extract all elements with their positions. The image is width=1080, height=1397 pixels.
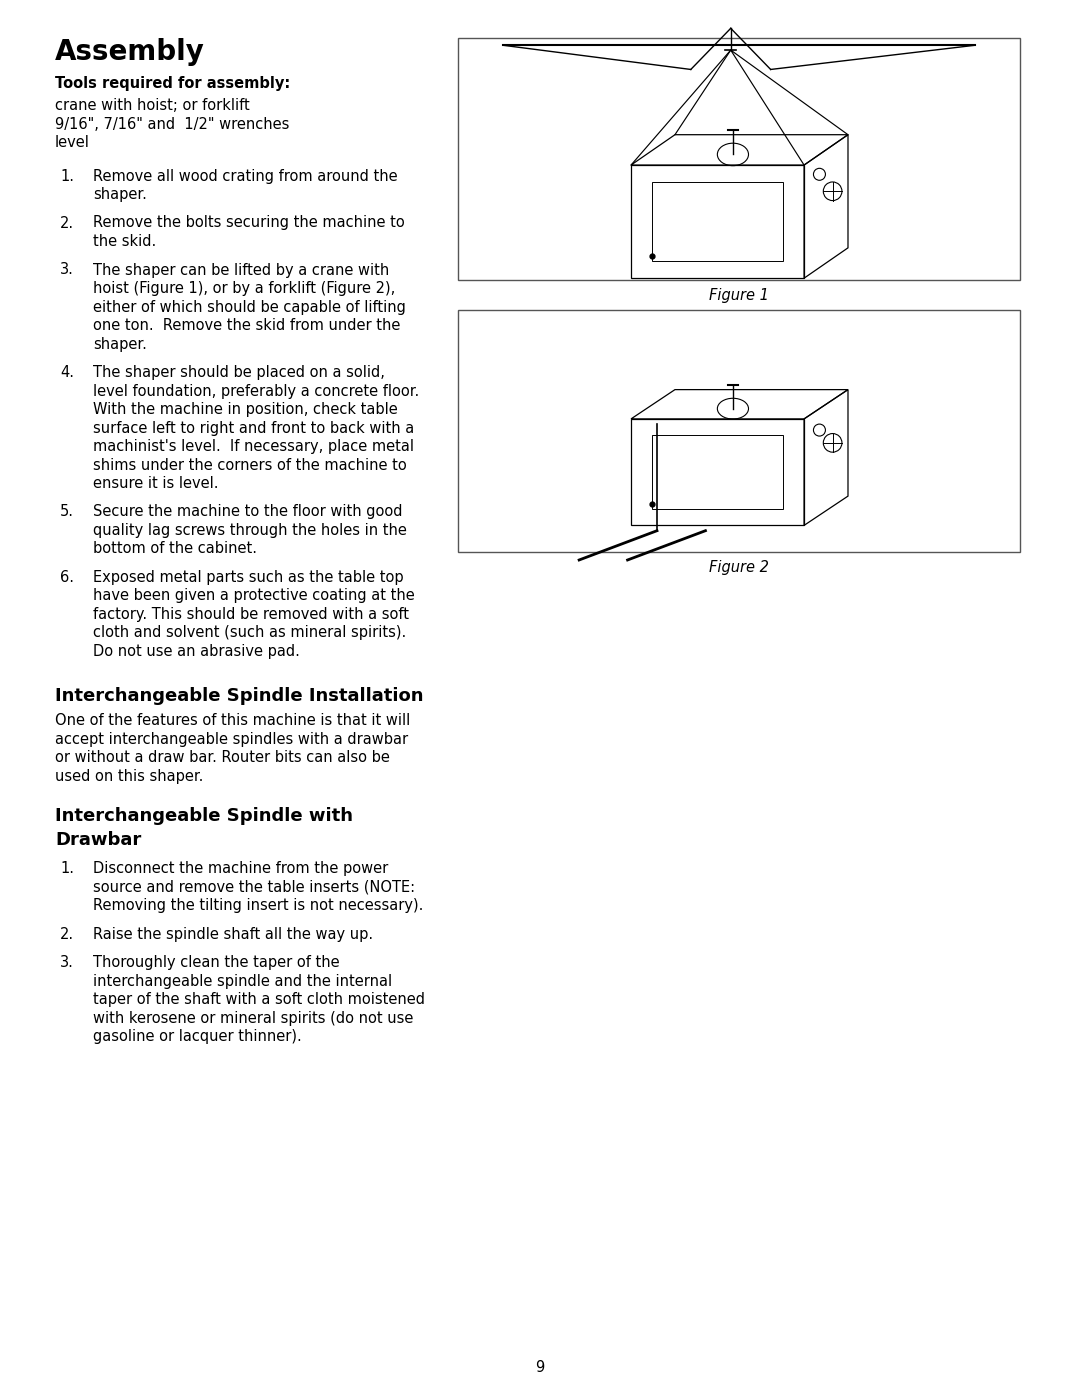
Text: Figure 1: Figure 1: [710, 288, 769, 303]
Text: with kerosene or mineral spirits (do not use: with kerosene or mineral spirits (do not…: [93, 1011, 414, 1025]
Text: or without a draw bar. Router bits can also be: or without a draw bar. Router bits can a…: [55, 750, 390, 766]
Text: interchangeable spindle and the internal: interchangeable spindle and the internal: [93, 974, 392, 989]
Text: surface left to right and front to back with a: surface left to right and front to back …: [93, 420, 415, 436]
Text: level: level: [55, 136, 90, 149]
Text: Thoroughly clean the taper of the: Thoroughly clean the taper of the: [93, 956, 339, 971]
Text: Do not use an abrasive pad.: Do not use an abrasive pad.: [93, 644, 300, 659]
Text: gasoline or lacquer thinner).: gasoline or lacquer thinner).: [93, 1030, 301, 1045]
Text: 9/16", 7/16" and  1/2" wrenches: 9/16", 7/16" and 1/2" wrenches: [55, 116, 289, 131]
Text: shaper.: shaper.: [93, 187, 147, 203]
Text: shaper.: shaper.: [93, 337, 147, 352]
Text: Raise the spindle shaft all the way up.: Raise the spindle shaft all the way up.: [93, 928, 373, 942]
Text: ensure it is level.: ensure it is level.: [93, 476, 218, 490]
Text: crane with hoist; or forklift: crane with hoist; or forklift: [55, 98, 249, 113]
Bar: [652, 182, 783, 261]
Text: accept interchangeable spindles with a drawbar: accept interchangeable spindles with a d…: [55, 732, 408, 747]
Text: Assembly: Assembly: [55, 38, 205, 66]
Text: 9: 9: [536, 1361, 544, 1375]
Bar: [652, 434, 783, 510]
Text: machinist's level.  If necessary, place metal: machinist's level. If necessary, place m…: [93, 439, 414, 454]
Text: have been given a protective coating at the: have been given a protective coating at …: [93, 588, 415, 604]
Text: The shaper should be placed on a solid,: The shaper should be placed on a solid,: [93, 365, 384, 380]
Text: 1.: 1.: [60, 169, 75, 183]
Text: Drawbar: Drawbar: [55, 831, 141, 849]
Text: Interchangeable Spindle with: Interchangeable Spindle with: [55, 807, 353, 826]
Bar: [458, 38, 1020, 279]
Text: 5.: 5.: [60, 504, 75, 520]
Text: quality lag screws through the holes in the: quality lag screws through the holes in …: [93, 522, 407, 538]
Text: 4.: 4.: [60, 365, 75, 380]
Text: The shaper can be lifted by a crane with: The shaper can be lifted by a crane with: [93, 263, 389, 278]
Text: factory. This should be removed with a soft: factory. This should be removed with a s…: [93, 608, 409, 622]
Text: Figure 2: Figure 2: [710, 560, 769, 576]
Text: Exposed metal parts such as the table top: Exposed metal parts such as the table to…: [93, 570, 404, 585]
Text: level foundation, preferably a concrete floor.: level foundation, preferably a concrete …: [93, 384, 419, 398]
Text: One of the features of this machine is that it will: One of the features of this machine is t…: [55, 714, 410, 728]
Text: Remove all wood crating from around the: Remove all wood crating from around the: [93, 169, 397, 183]
Text: 2.: 2.: [60, 928, 75, 942]
Text: used on this shaper.: used on this shaper.: [55, 768, 203, 784]
Text: 3.: 3.: [60, 956, 73, 971]
Bar: [458, 310, 1020, 552]
Text: Remove the bolts securing the machine to: Remove the bolts securing the machine to: [93, 215, 405, 231]
Text: With the machine in position, check table: With the machine in position, check tabl…: [93, 402, 397, 416]
Text: source and remove the table inserts (NOTE:: source and remove the table inserts (NOT…: [93, 880, 415, 895]
Text: either of which should be capable of lifting: either of which should be capable of lif…: [93, 299, 406, 314]
Text: hoist (Figure 1), or by a forklift (Figure 2),: hoist (Figure 1), or by a forklift (Figu…: [93, 281, 395, 296]
Text: Interchangeable Spindle Installation: Interchangeable Spindle Installation: [55, 687, 423, 705]
Text: 1.: 1.: [60, 862, 75, 876]
Text: cloth and solvent (such as mineral spirits).: cloth and solvent (such as mineral spiri…: [93, 626, 406, 640]
Text: bottom of the cabinet.: bottom of the cabinet.: [93, 542, 257, 556]
Text: taper of the shaft with a soft cloth moistened: taper of the shaft with a soft cloth moi…: [93, 992, 426, 1007]
Text: 6.: 6.: [60, 570, 75, 585]
Text: Removing the tilting insert is not necessary).: Removing the tilting insert is not neces…: [93, 898, 423, 914]
Text: Secure the machine to the floor with good: Secure the machine to the floor with goo…: [93, 504, 403, 520]
Text: Tools required for assembly:: Tools required for assembly:: [55, 75, 291, 91]
Text: one ton.  Remove the skid from under the: one ton. Remove the skid from under the: [93, 319, 401, 332]
Text: the skid.: the skid.: [93, 235, 157, 249]
Text: shims under the corners of the machine to: shims under the corners of the machine t…: [93, 457, 407, 472]
Text: Disconnect the machine from the power: Disconnect the machine from the power: [93, 862, 388, 876]
Text: 3.: 3.: [60, 263, 73, 278]
Text: 2.: 2.: [60, 215, 75, 231]
